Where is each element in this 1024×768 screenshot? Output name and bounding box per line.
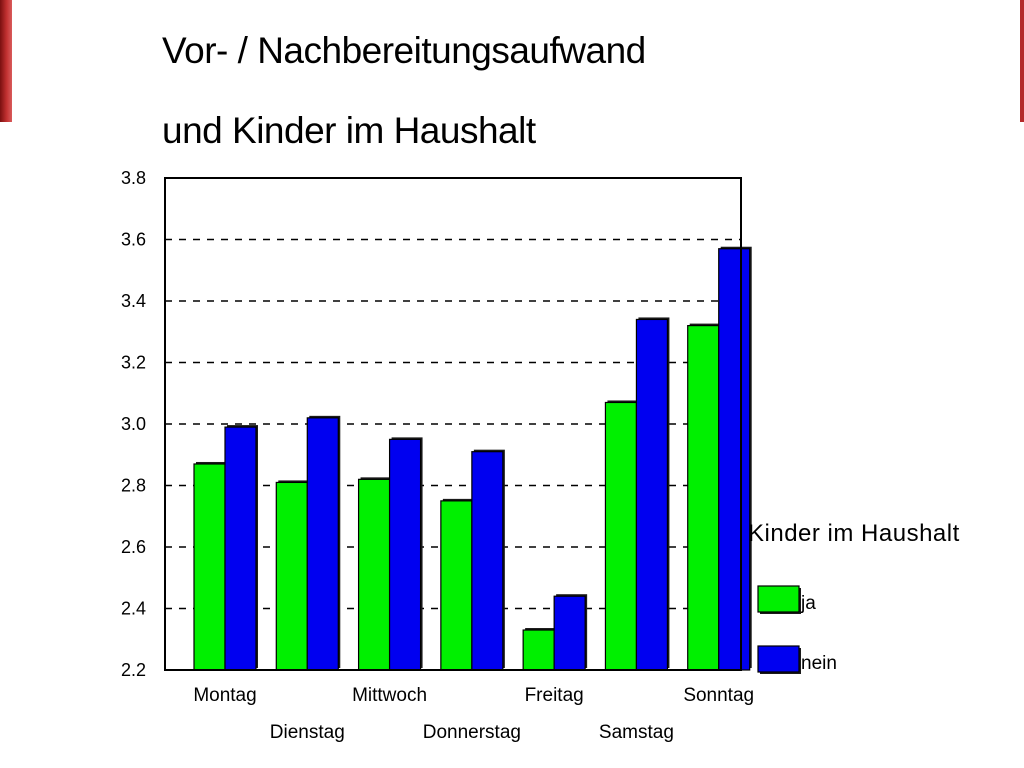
bar-ja: [604, 401, 638, 671]
y-tick-label: 3.4: [121, 291, 146, 311]
x-category-label: Sonntag: [683, 685, 754, 706]
legend-label-nein: nein: [801, 653, 837, 674]
x-category-label: Freitag: [525, 685, 584, 706]
x-category-label: Samstag: [599, 722, 674, 743]
legend-title: Kinder im Haushalt: [748, 520, 960, 547]
decorative-right-bar: [1020, 0, 1024, 122]
legend-label-ja: ja: [800, 593, 816, 614]
y-tick-label: 2.2: [121, 660, 146, 680]
plot-frame: [164, 177, 742, 671]
x-category-label: Montag: [193, 685, 256, 706]
y-tick-label: 3.2: [121, 353, 146, 373]
legend-swatch-nein: [757, 645, 800, 673]
y-tick-label: 3.6: [121, 230, 146, 250]
bar-ja: [275, 481, 308, 671]
bar-nein: [635, 318, 669, 671]
chart-title-line-1: Vor- / Nachbereitungsaufwand: [162, 30, 646, 71]
bar-nein: [553, 595, 586, 671]
y-tick-label: 3.0: [121, 414, 146, 434]
legend-swatch-ja: [757, 585, 800, 613]
bar-nein: [306, 417, 339, 671]
y-tick-label: 2.6: [121, 537, 146, 557]
bar-nein: [718, 248, 751, 671]
x-category-label: Dienstag: [270, 722, 345, 743]
bar-nein: [471, 451, 504, 671]
bar-nein: [224, 426, 257, 671]
x-category-label: Mittwoch: [352, 685, 427, 706]
bar-ja: [357, 478, 391, 671]
x-category-label: Donnerstag: [423, 722, 521, 743]
y-tick-label: 2.8: [121, 476, 146, 496]
bar-ja: [522, 629, 555, 671]
y-tick-label: 3.8: [121, 168, 146, 188]
bar-nein: [388, 438, 422, 671]
decorative-left-bar: [0, 0, 12, 122]
bar-ja: [193, 463, 226, 671]
bar-ja: [440, 500, 473, 671]
chart-title-line-2: und Kinder im Haushalt: [162, 110, 536, 151]
bar-ja: [687, 325, 720, 671]
y-tick-label: 2.4: [121, 599, 146, 619]
